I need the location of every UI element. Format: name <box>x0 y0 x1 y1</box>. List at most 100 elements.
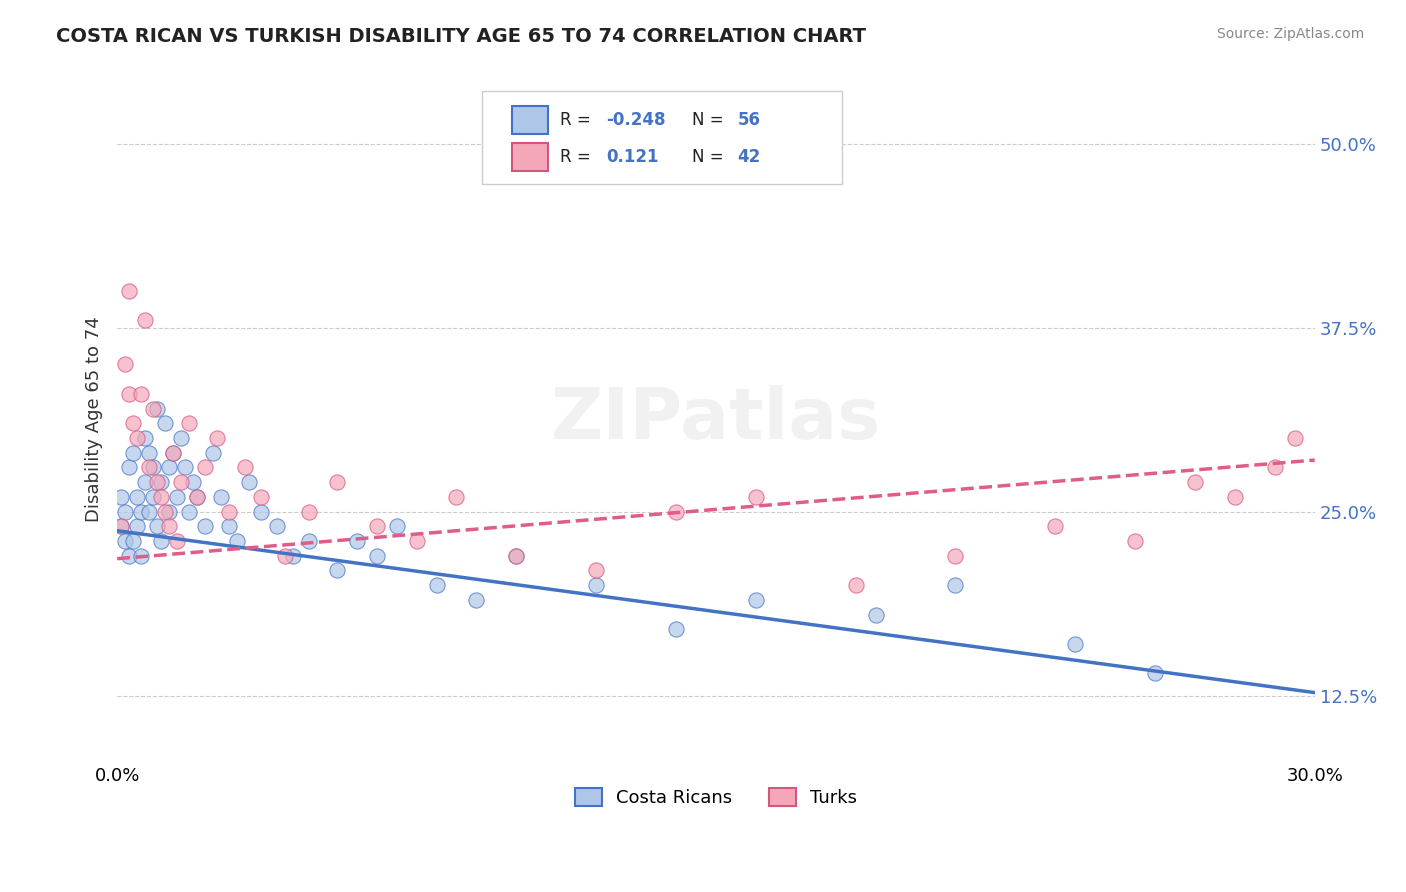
Text: N =: N = <box>692 148 728 166</box>
FancyBboxPatch shape <box>512 143 548 171</box>
Point <box>250 505 273 519</box>
Point <box>146 519 169 533</box>
Point <box>505 549 527 563</box>
Point <box>114 534 136 549</box>
Point <box>166 490 188 504</box>
Point <box>118 387 141 401</box>
Point <box>845 578 868 592</box>
Point <box>1284 431 1306 445</box>
Point <box>186 490 208 504</box>
Point <box>665 623 688 637</box>
Point <box>177 505 200 519</box>
Point <box>129 505 152 519</box>
Point <box>325 475 347 490</box>
FancyBboxPatch shape <box>512 105 548 135</box>
Text: ZIPatlas: ZIPatlas <box>551 385 882 454</box>
Point <box>127 519 149 533</box>
Point <box>122 534 145 549</box>
Point <box>134 313 156 327</box>
Point <box>366 519 388 533</box>
Point <box>157 519 180 533</box>
Point <box>505 549 527 563</box>
Point <box>150 534 173 549</box>
Point <box>129 549 152 563</box>
Point <box>166 534 188 549</box>
Point <box>366 549 388 563</box>
Point <box>162 446 184 460</box>
Point <box>465 593 488 607</box>
Text: Source: ZipAtlas.com: Source: ZipAtlas.com <box>1216 27 1364 41</box>
Point <box>233 460 256 475</box>
Point <box>118 549 141 563</box>
Point <box>150 475 173 490</box>
Text: 0.121: 0.121 <box>606 148 658 166</box>
Point <box>1123 534 1146 549</box>
Point <box>218 505 240 519</box>
Point <box>405 534 427 549</box>
Point <box>218 519 240 533</box>
Text: 56: 56 <box>738 111 761 129</box>
Point <box>162 446 184 460</box>
Point <box>945 578 967 592</box>
Point <box>114 358 136 372</box>
Point <box>138 460 160 475</box>
Point <box>425 578 447 592</box>
Text: N =: N = <box>692 111 728 129</box>
Point <box>142 490 165 504</box>
Point <box>150 490 173 504</box>
Legend: Costa Ricans, Turks: Costa Ricans, Turks <box>568 780 865 814</box>
Point <box>134 475 156 490</box>
Point <box>170 431 193 445</box>
Point <box>281 549 304 563</box>
Point <box>1045 519 1067 533</box>
Point <box>134 431 156 445</box>
FancyBboxPatch shape <box>482 91 842 184</box>
Point <box>138 505 160 519</box>
Text: R =: R = <box>560 148 596 166</box>
Point <box>114 505 136 519</box>
Point <box>177 417 200 431</box>
Point <box>129 387 152 401</box>
Point <box>385 519 408 533</box>
Point <box>1223 490 1246 504</box>
Text: -0.248: -0.248 <box>606 111 665 129</box>
Point <box>585 578 607 592</box>
Point <box>127 431 149 445</box>
Point <box>110 519 132 533</box>
Point <box>665 505 688 519</box>
Point <box>138 446 160 460</box>
Text: COSTA RICAN VS TURKISH DISABILITY AGE 65 TO 74 CORRELATION CHART: COSTA RICAN VS TURKISH DISABILITY AGE 65… <box>56 27 866 45</box>
Point <box>110 490 132 504</box>
Point <box>142 401 165 416</box>
Point <box>945 549 967 563</box>
Point <box>325 564 347 578</box>
Point <box>118 460 141 475</box>
Point <box>298 505 321 519</box>
Point <box>186 490 208 504</box>
Point <box>122 417 145 431</box>
Point <box>194 460 217 475</box>
Point <box>745 593 768 607</box>
Point <box>157 505 180 519</box>
Point <box>170 475 193 490</box>
Point <box>142 460 165 475</box>
Point <box>157 460 180 475</box>
Point <box>146 475 169 490</box>
Point <box>1264 460 1286 475</box>
Point <box>146 401 169 416</box>
Point <box>205 431 228 445</box>
Point <box>181 475 204 490</box>
Point <box>865 607 887 622</box>
Point <box>250 490 273 504</box>
Point <box>153 417 176 431</box>
Point <box>122 446 145 460</box>
Point <box>298 534 321 549</box>
Point <box>153 505 176 519</box>
Point <box>585 564 607 578</box>
Point <box>194 519 217 533</box>
Point <box>209 490 232 504</box>
Point <box>127 490 149 504</box>
Point <box>346 534 368 549</box>
Point <box>446 490 468 504</box>
Y-axis label: Disability Age 65 to 74: Disability Age 65 to 74 <box>86 317 103 523</box>
